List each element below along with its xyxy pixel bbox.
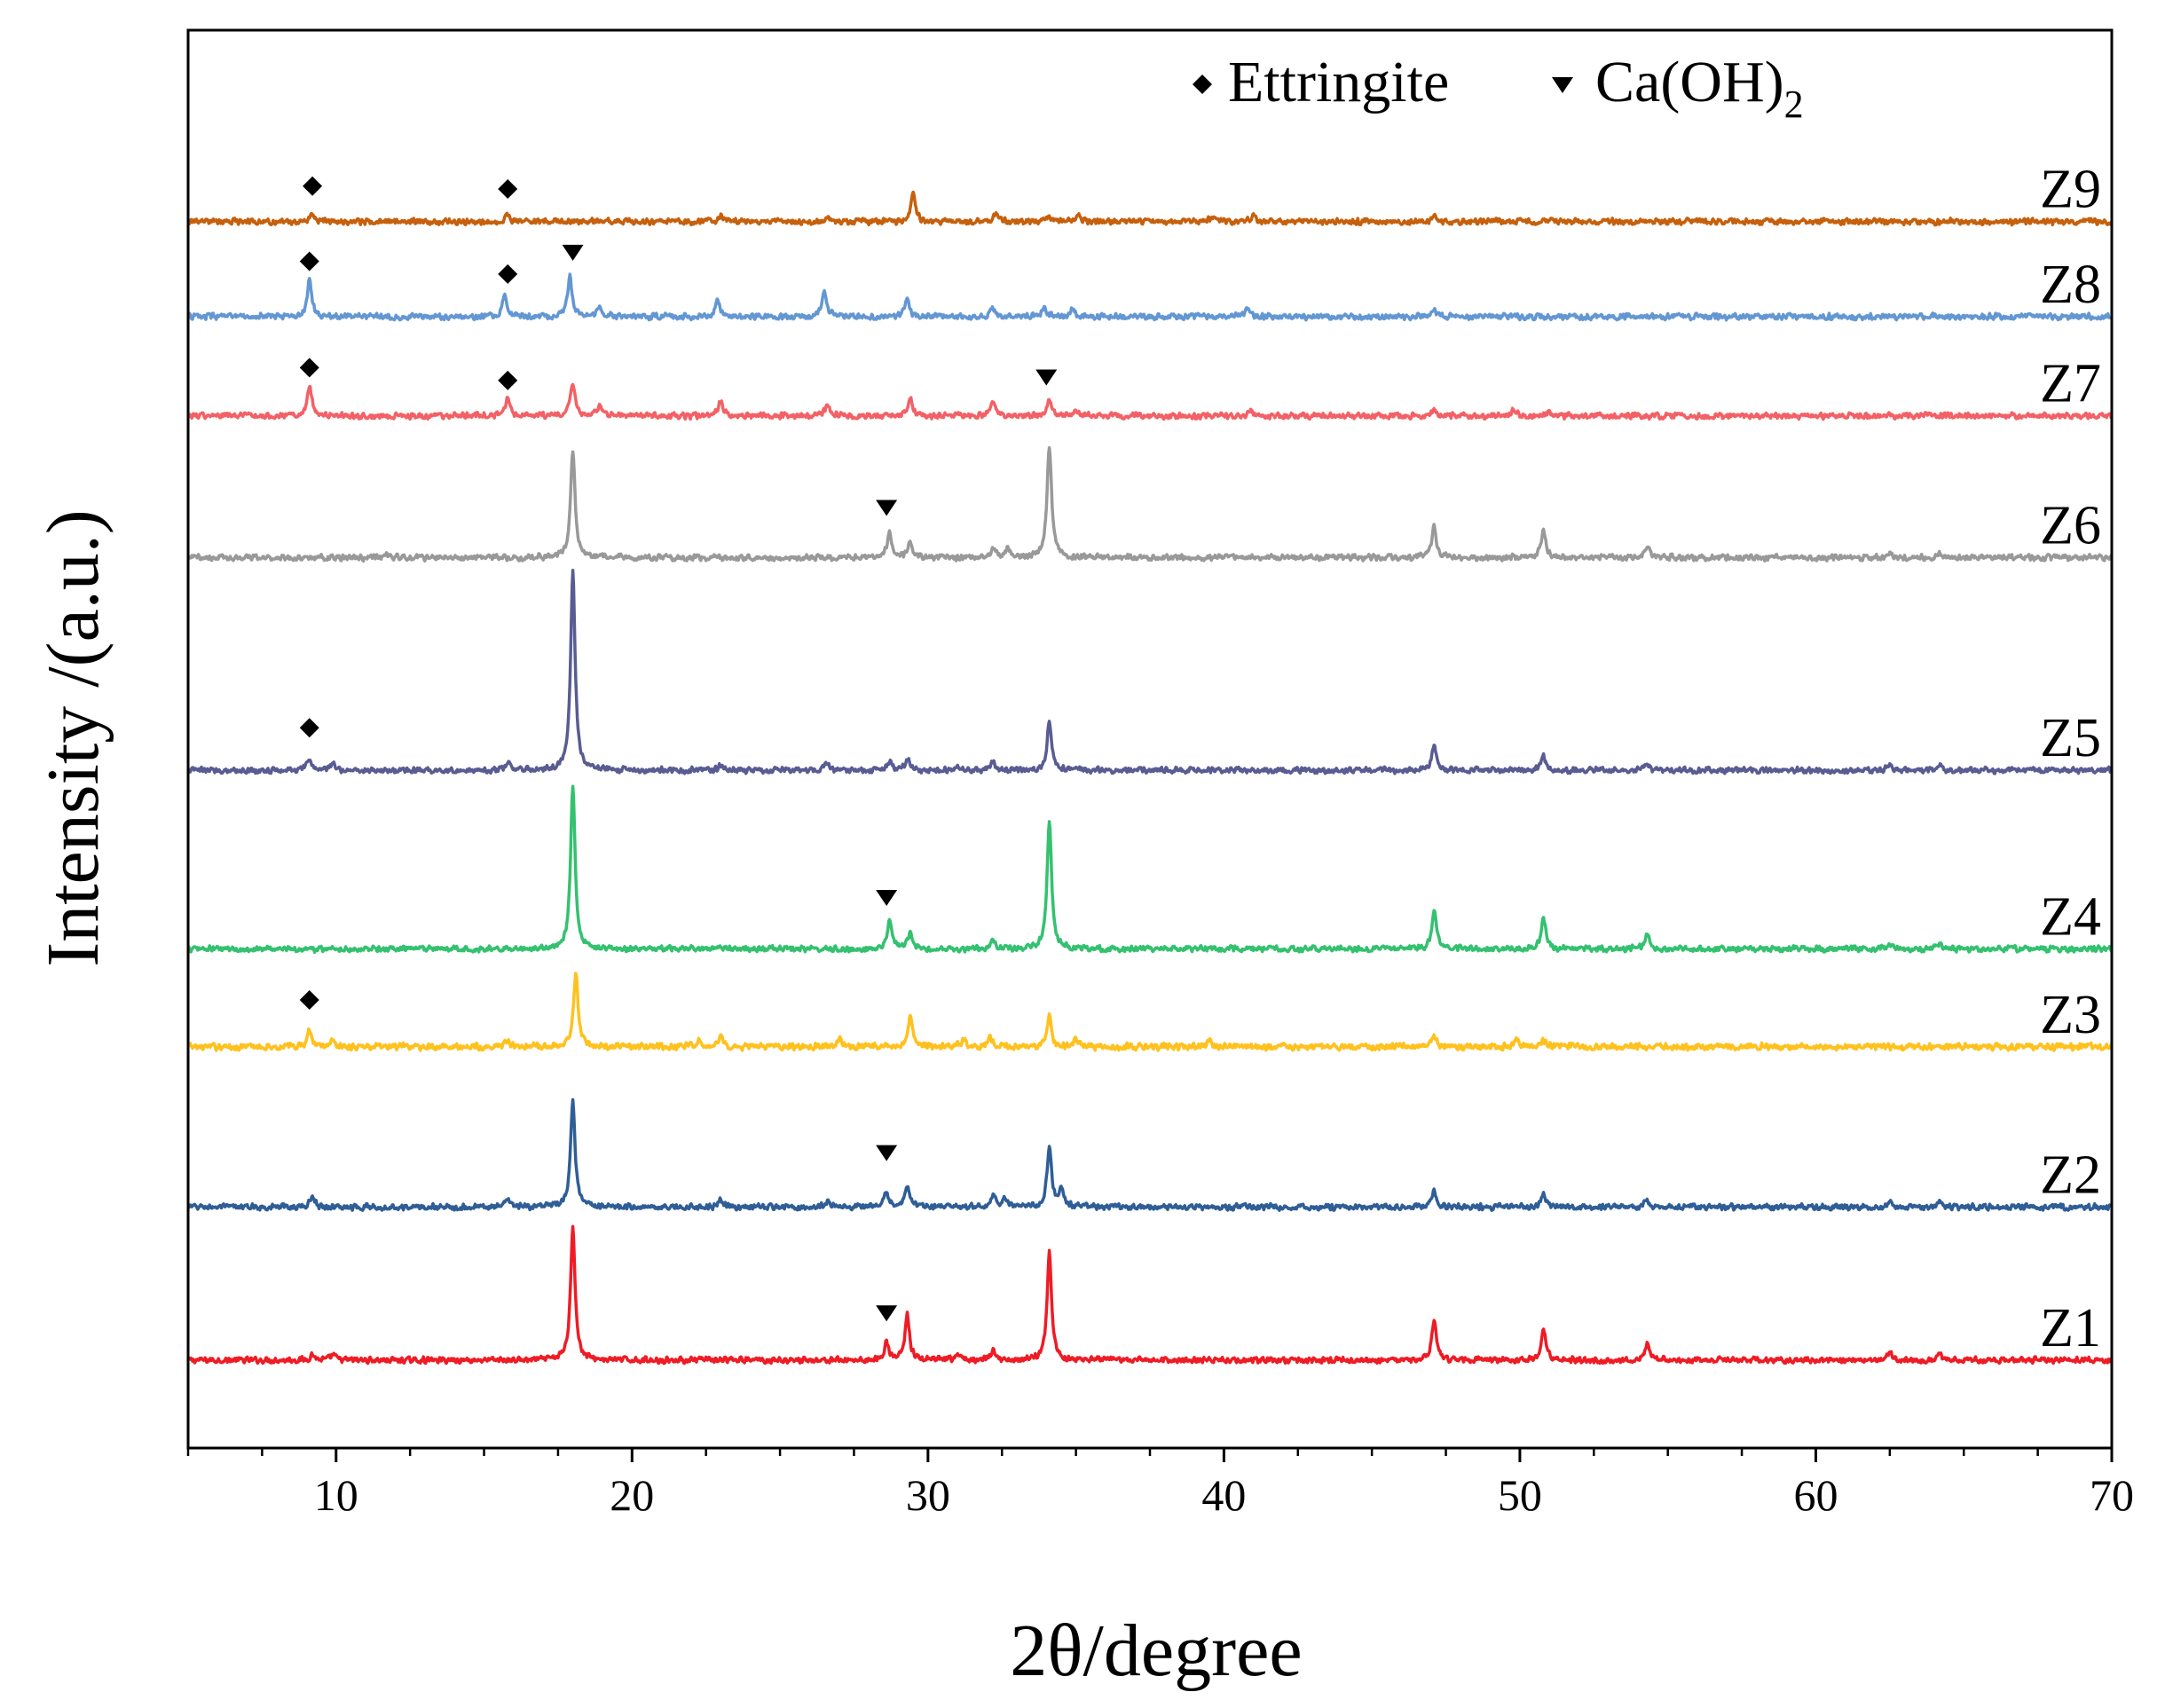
x-tick-label-40: 40 (1201, 1470, 1246, 1520)
ettringite-marker-z9-1 (498, 178, 518, 199)
series-line-z4 (186, 784, 2114, 955)
series-line-z1 (186, 1224, 2113, 1366)
x-tick-label-70: 70 (2090, 1470, 2134, 1520)
series-label-z8: Z8 (2040, 255, 2101, 315)
series-line-z7 (186, 382, 2114, 421)
ettringite-marker-z7-1 (498, 370, 518, 390)
legend: Ettringite Ca(OH)2 (1193, 50, 1804, 126)
caoh2-marker-z1-0 (876, 1305, 898, 1322)
x-tick-label-30: 30 (906, 1470, 950, 1520)
ettringite-marker-z7-0 (299, 358, 319, 378)
series-line-z9 (186, 190, 2114, 227)
peak-marker-layer (299, 176, 1058, 1322)
series-label-z6: Z6 (2040, 495, 2101, 555)
x-tick-label-60: 60 (1793, 1470, 1838, 1520)
series-label-z7: Z7 (2040, 354, 2101, 414)
legend-label-caoh2: Ca(OH)2 (1595, 50, 1804, 126)
series-line-z8 (186, 272, 2114, 322)
ettringite-marker-z3-0 (299, 990, 319, 1011)
x-axis-label: 2θ/degree (1010, 1610, 1302, 1692)
caoh2-marker-z7-2 (1035, 369, 1058, 386)
series-layer (186, 190, 2114, 1366)
ettringite-marker-z9-0 (303, 176, 323, 196)
x-tick-label-50: 50 (1498, 1470, 1542, 1520)
x-tick-label-10: 10 (314, 1470, 358, 1520)
series-line-z3 (187, 972, 2114, 1052)
x-tick-label-20: 20 (610, 1470, 654, 1520)
series-line-z6 (186, 445, 2113, 563)
series-label-z2: Z2 (2040, 1145, 2101, 1205)
caoh2-marker-z2-0 (876, 1145, 898, 1161)
series-line-z2 (186, 1098, 2114, 1212)
series-label-z5: Z5 (2040, 708, 2101, 768)
series-label-layer: Z1 Z2 Z3 Z4 Z5 Z6 Z7 Z8 Z9 (2040, 160, 2101, 1358)
series-label-z1: Z1 (2040, 1298, 2101, 1358)
ettringite-marker-z8-1 (498, 264, 518, 284)
legend-caoh2-base: Ca(OH) (1595, 50, 1784, 114)
ettringite-marker-z5-0 (299, 718, 319, 738)
legend-diamond-icon (1193, 75, 1212, 94)
series-line-z5 (186, 568, 2113, 775)
legend-triangle-down-icon (1552, 77, 1573, 93)
caoh2-marker-z6-0 (876, 500, 898, 516)
series-label-z3: Z3 (2040, 985, 2101, 1045)
legend-label-ettringite: Ettringite (1228, 50, 1449, 114)
x-axis-ticks: 10 20 30 40 50 60 70 (186, 1448, 2134, 1520)
caoh2-marker-z8-2 (562, 244, 584, 261)
caoh2-marker-z4-0 (876, 889, 898, 906)
ettringite-marker-z8-0 (299, 251, 319, 272)
y-axis-label: Intensity /(a.u.) (32, 509, 114, 967)
legend-caoh2-subscript: 2 (1784, 83, 1804, 126)
series-label-z4: Z4 (2040, 887, 2101, 948)
series-label-z9: Z9 (2040, 160, 2101, 220)
